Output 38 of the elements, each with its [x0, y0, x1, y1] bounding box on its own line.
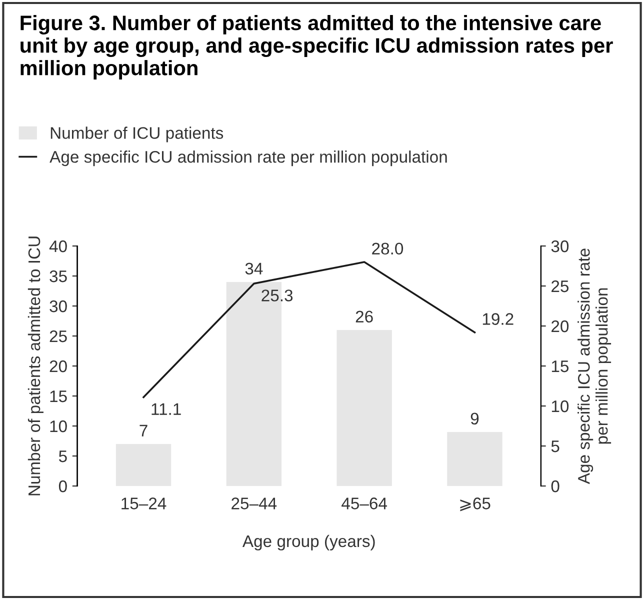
legend-label: Age specific ICU admission rate per million population	[50, 150, 447, 166]
y-tick-label: 40	[49, 240, 67, 252]
x-tick-label: ⩾65	[460, 498, 490, 512]
data-label: 28.0	[372, 242, 404, 255]
y-tick-label: 30	[50, 300, 67, 312]
data-label: 9	[470, 412, 479, 425]
y2-tick-label: 0	[551, 480, 560, 492]
data-label: 25.3	[262, 290, 293, 302]
y-tick-label: 20	[50, 360, 67, 372]
bar	[447, 432, 502, 486]
chart-title: Figure 3. Number of patients admitted to the intensive care unit by age group, and age-specific ICU admission rates per million population	[20, 15, 613, 80]
y-tick-label: 35	[50, 270, 67, 282]
y-tick-label: 5	[58, 450, 67, 462]
y2-tick-label: 25	[552, 280, 569, 292]
y-tick-label: 10	[50, 420, 67, 432]
data-label: 26	[356, 310, 373, 323]
y2-tick-label: 30	[551, 240, 569, 252]
data-label: 7	[140, 424, 148, 436]
data-label: 34	[245, 262, 263, 275]
y2-tick-label: 20	[552, 320, 569, 332]
y2-tick-label: 5	[551, 440, 560, 452]
x-tick-label: 25–44	[232, 498, 277, 510]
x-tick-label: 45–64	[342, 498, 388, 510]
bar	[336, 330, 392, 486]
line-series	[142, 261, 476, 398]
y-tick-label: 15	[50, 390, 67, 402]
data-label: 19.2	[482, 313, 514, 325]
y2-axis-title: Age specific ICU admission rate per million population	[578, 248, 612, 484]
x-tick-label: 15–24	[122, 498, 166, 510]
bar	[116, 444, 172, 486]
x-axis-title: Age group (years)	[242, 534, 375, 550]
y2-tick-label: 15	[552, 360, 569, 372]
y-tick-label: 0	[58, 480, 67, 492]
data-label: 11.1	[152, 403, 181, 415]
legend-label: Number of ICU patients	[50, 126, 224, 142]
y-axis-title: Number of patients admitted to ICU	[28, 236, 44, 496]
y-tick-label: 25	[50, 330, 67, 342]
y2-tick-label: 10	[552, 400, 569, 412]
